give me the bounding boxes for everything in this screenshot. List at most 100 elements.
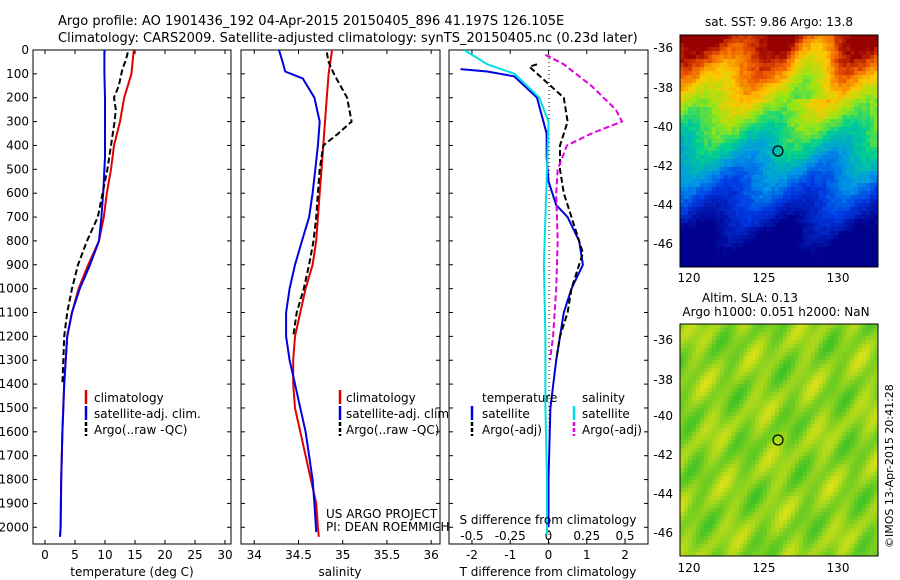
sst-cell: [826, 63, 831, 68]
sst-cell: [834, 131, 839, 136]
sst-cell: [826, 143, 831, 148]
difference-series-temperature-argo-adj-: [528, 63, 584, 361]
sst-cell: [727, 55, 732, 60]
sst-cell: [703, 147, 709, 152]
sst-cell: [687, 55, 693, 60]
sla-cell: [683, 364, 689, 369]
sst-cell: [814, 115, 819, 120]
sst-cell: [771, 231, 776, 236]
sst-cell: [866, 83, 871, 88]
sla-cell: [814, 392, 819, 397]
sst-cell: [731, 63, 736, 68]
header-line2: Climatology: CARS2009. Satellite-adjuste…: [58, 31, 638, 46]
sla-cell: [683, 324, 689, 329]
sst-cell: [786, 199, 792, 204]
sst-cell: [830, 163, 835, 168]
sla-cell: [866, 416, 871, 421]
sst-cell: [870, 207, 875, 212]
sst-cell: [719, 155, 724, 160]
sst-cell: [834, 179, 839, 184]
sst-cell: [771, 155, 776, 160]
sla-cell: [763, 372, 768, 377]
sst-cell: [715, 167, 720, 172]
sla-cell: [739, 460, 744, 465]
sst-cell: [782, 183, 788, 188]
sla-cell: [703, 336, 709, 341]
sla-cell: [830, 388, 835, 393]
sst-cell: [723, 163, 728, 168]
sla-cell: [763, 412, 768, 417]
sla-cell: [826, 440, 831, 445]
sst-cell: [786, 239, 792, 244]
sla-cell: [834, 396, 839, 401]
sst-cell: [727, 51, 732, 56]
sst-cell: [743, 59, 748, 64]
sla-cell: [699, 432, 705, 437]
sst-cell: [782, 175, 788, 180]
sst-cell: [850, 187, 855, 192]
sla-cell: [723, 364, 728, 369]
sst-cell: [707, 163, 712, 168]
sst-cell: [739, 187, 744, 192]
sst-cell: [703, 151, 709, 156]
sla-cell: [731, 412, 736, 417]
sst-cell: [810, 231, 815, 236]
sst-cell: [810, 39, 815, 44]
sst-cell: [703, 79, 709, 84]
sla-cell: [735, 412, 740, 417]
sla-cell: [751, 368, 756, 373]
sla-cell: [763, 456, 768, 461]
sla-cell: [687, 428, 693, 433]
sla-cell: [802, 344, 808, 349]
sla-cell: [759, 428, 764, 433]
sst-cell: [751, 115, 756, 120]
sst-cell: [703, 191, 709, 196]
sst-cell: [830, 35, 835, 40]
sst-cell: [711, 239, 716, 244]
sst-cell: [691, 175, 697, 180]
sst-cell: [842, 179, 847, 184]
sst-cell: [802, 235, 808, 240]
sla-cell: [767, 332, 772, 337]
sst-cell: [838, 195, 843, 200]
sst-cell: [838, 239, 843, 244]
sla-cell: [775, 332, 780, 337]
sst-cell: [771, 123, 776, 128]
sst-cell: [695, 131, 701, 136]
sla-cell: [846, 456, 851, 461]
sla-cell: [862, 340, 867, 345]
sst-cell: [763, 179, 768, 184]
sst-cell: [798, 163, 804, 168]
sst-cell: [806, 199, 811, 204]
sst-cell: [723, 247, 728, 252]
sst-cell: [798, 155, 804, 160]
sst-cell: [862, 111, 867, 116]
sst-cell: [842, 227, 847, 232]
sla-cell: [715, 436, 720, 441]
sst-cell: [862, 67, 867, 72]
sla-cell: [779, 400, 784, 405]
sla-cell: [826, 432, 831, 437]
sst-cell: [735, 71, 740, 76]
sla-cell: [739, 352, 744, 357]
sst-cell: [826, 211, 831, 216]
sla-cell: [838, 464, 843, 469]
sst-cell: [759, 251, 764, 256]
sla-cell: [695, 384, 701, 389]
sst-cell: [735, 171, 740, 176]
sst-cell: [866, 75, 871, 80]
sst-cell: [680, 259, 685, 264]
sst-cell: [699, 59, 705, 64]
sst-cell: [723, 143, 728, 148]
sst-cell: [810, 111, 815, 116]
sst-cell: [862, 155, 867, 160]
sla-cell: [751, 440, 756, 445]
sst-cell: [814, 55, 819, 60]
sst-cell: [687, 123, 693, 128]
sla-cell: [715, 404, 720, 409]
sst-cell: [751, 259, 756, 264]
sla-cell: [703, 400, 709, 405]
sst-cell: [719, 175, 724, 180]
sla-cell: [747, 396, 752, 401]
sst-cell: [858, 127, 863, 132]
